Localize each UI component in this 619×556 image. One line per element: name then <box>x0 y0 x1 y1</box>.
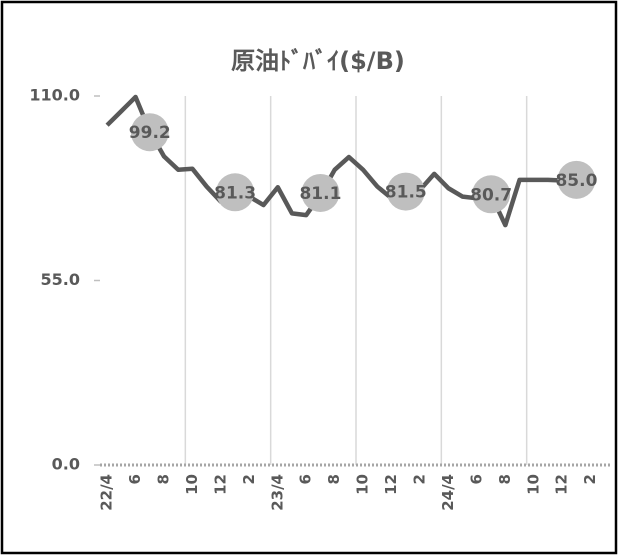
data-line <box>105 94 592 228</box>
x-tick-label: 8 <box>155 474 173 484</box>
data-label: 81.1 <box>299 184 341 204</box>
data-label: 99.2 <box>129 123 171 143</box>
x-tick-label: 24/4 <box>439 474 457 511</box>
average-marker <box>130 113 169 152</box>
average-marker <box>472 175 511 214</box>
average-marker <box>301 173 340 212</box>
x-tick-label: 23/4 <box>268 474 286 511</box>
x-tick-label: 6 <box>467 474 485 484</box>
x-tick-label: 10 <box>524 474 542 495</box>
average-marker <box>557 160 596 199</box>
x-tick-label: 12 <box>211 474 229 495</box>
data-label: 85.0 <box>555 171 597 191</box>
x-tick-label: 10 <box>354 474 372 495</box>
x-tick-label: 12 <box>553 474 571 495</box>
x-tick-label: 8 <box>325 474 343 484</box>
x-tick-label: 2 <box>411 474 429 484</box>
data-label: 81.3 <box>214 183 256 203</box>
x-tick-label: 6 <box>126 474 144 484</box>
x-tick-label: 2 <box>581 474 599 484</box>
average-marker <box>216 173 255 212</box>
x-tick-label: 2 <box>240 474 258 484</box>
y-tick-label: 0.0 <box>52 455 80 474</box>
data-label: 81.5 <box>385 183 427 203</box>
data-label: 80.7 <box>470 185 512 205</box>
x-tick-label: 6 <box>297 474 315 484</box>
x-tick-label: 12 <box>382 474 400 495</box>
chart-title: 原油ﾄﾞﾊﾞｲ($/B) <box>231 47 405 75</box>
x-tick-label: 22/4 <box>98 474 116 511</box>
y-tick-label: 110.0 <box>29 86 80 105</box>
x-tick-label: 10 <box>183 474 201 495</box>
y-tick-label: 55.0 <box>41 270 80 289</box>
x-tick-label: 8 <box>496 474 514 484</box>
average-marker <box>386 172 425 211</box>
